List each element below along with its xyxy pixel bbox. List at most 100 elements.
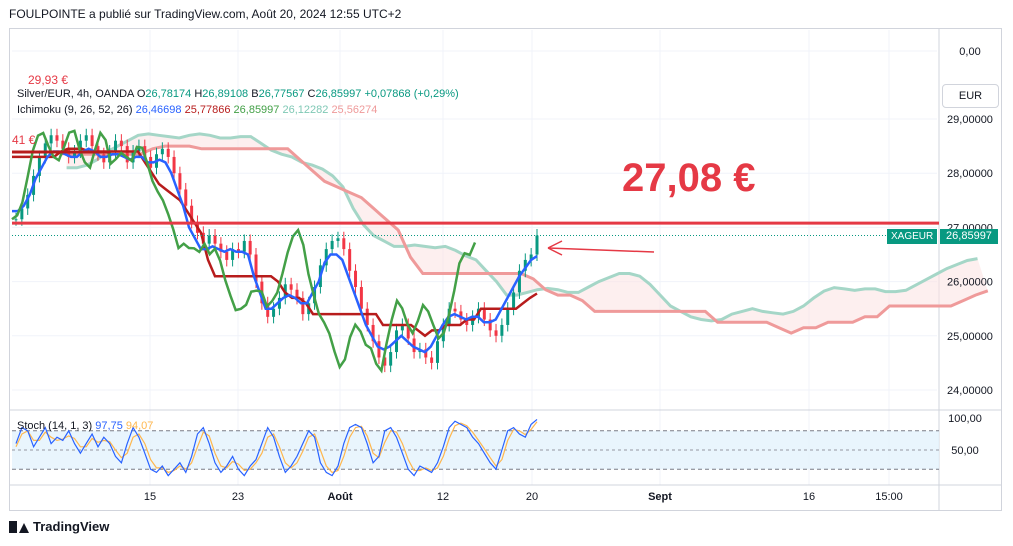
stoch-d-line [15, 421, 538, 474]
x-tick-label: 12 [437, 491, 449, 503]
candle-body [295, 289, 299, 298]
kijun-line [12, 147, 538, 338]
candle-body [529, 254, 533, 260]
legend-ichimoku-kijun: 25,77866 [184, 104, 231, 116]
candle-body [359, 287, 363, 309]
candle-body [114, 140, 118, 152]
candle-body [400, 324, 404, 331]
tradingview-logo-icon [9, 520, 29, 533]
annotations [12, 150, 939, 256]
candle-body [377, 341, 381, 358]
legend-ohlc: Silver/EUR, 4h, OANDA O26,78174 H26,8910… [17, 87, 459, 101]
candle-body [143, 146, 147, 157]
candle-body [406, 324, 410, 339]
candle-body [219, 243, 223, 252]
x-tick-label: 16 [803, 491, 815, 503]
candle-body [84, 135, 88, 141]
currency-button[interactable]: EUR [942, 84, 999, 108]
legend-stoch: Stoch (14, 1, 3) 97,75 94,07 [17, 419, 153, 433]
candle-body [465, 319, 469, 325]
x-tick-label: 23 [232, 491, 244, 503]
candle-body [354, 270, 358, 288]
candle-body [301, 297, 305, 315]
candle-body [336, 238, 340, 241]
legend-stoch-k: 97,75 [95, 420, 123, 432]
candle-body [471, 316, 475, 325]
candle-body [43, 143, 47, 157]
legend-ichimoku-span-a: 26,12282 [282, 104, 329, 116]
footer-brand: TradingView [33, 519, 110, 534]
legend-ichimoku-chikou: 26,85997 [233, 104, 280, 116]
arrow-head [547, 240, 563, 256]
legend-open-label: O [136, 88, 146, 100]
legend-ichimoku-tenkan: 26,46698 [135, 104, 182, 116]
candle-body [236, 249, 240, 252]
legend-close: 26,85997 [315, 88, 362, 100]
legend-high-label: H [194, 88, 203, 100]
chart-frame [9, 28, 1002, 511]
candle-body [90, 135, 94, 147]
candle-body [324, 249, 328, 266]
legend-low: 26,77567 [258, 88, 305, 100]
candle-body [383, 357, 387, 366]
candles-layer [14, 128, 539, 373]
candle-body [289, 284, 293, 290]
candle-body [49, 135, 53, 144]
top-red-label: 29,93 € [28, 73, 69, 87]
candle-body [248, 240, 252, 255]
candle-body [166, 148, 170, 157]
candle-body [535, 235, 539, 255]
x-tick-label: 15:00 [875, 491, 903, 503]
legend-high: 26,89108 [202, 88, 249, 100]
ticker-tag: XAGEUR [887, 229, 938, 244]
y-tick-label: 28,00000 [947, 168, 993, 180]
chikou-line [11, 129, 477, 374]
candle-body [500, 324, 504, 336]
legend-ichimoku-label: Ichimoku (9, 26, 52, 26) [17, 104, 133, 116]
legend-stoch-d: 94,07 [125, 420, 154, 432]
legend-ichimoku-span-b: 25,56274 [331, 104, 378, 116]
candle-body [459, 311, 463, 320]
candle-body [125, 146, 129, 163]
candle-body [14, 219, 18, 221]
stoch-tick-label: 50,00 [951, 445, 979, 457]
candle-body [184, 189, 188, 206]
tradingview-footer[interactable]: TradingView [9, 519, 109, 534]
legend-stoch-label: Stoch (14, 1, 3) [17, 420, 93, 432]
candle-body [494, 330, 498, 336]
candle-body [231, 249, 235, 260]
candle-body [277, 297, 281, 309]
candle-body [482, 308, 486, 320]
last-price-tag: 26,85997 [940, 229, 998, 244]
candle-body [119, 140, 123, 147]
candle-body [26, 194, 30, 209]
candle-body [272, 308, 276, 317]
legend-low-label: B [251, 88, 259, 100]
candle-body [488, 319, 492, 331]
stoch-tick-label: 100,00 [948, 413, 982, 425]
span-b-line [66, 144, 989, 335]
x-tick-label: Sept [648, 491, 672, 503]
candle-body [412, 338, 416, 353]
candle-body [61, 140, 65, 149]
publish-header: FOULPOINTE a publié sur TradingView.com,… [9, 7, 402, 21]
candle-body [517, 270, 521, 293]
candle-body [225, 251, 229, 260]
candle-body [178, 173, 182, 190]
y-tick-label: 26,00000 [947, 277, 993, 289]
arrow-shaft [547, 247, 655, 253]
y-tick-label: 0,00 [959, 46, 980, 58]
candle-body [435, 341, 439, 363]
candle-body [160, 148, 164, 155]
candle-body [523, 259, 527, 271]
candle-body [430, 357, 434, 363]
candle-body [512, 292, 516, 309]
candle-body [242, 240, 246, 252]
candle-body [78, 140, 82, 152]
annotation-price: 27,08 € [622, 156, 756, 200]
y-tick-label: 25,00000 [947, 331, 993, 343]
candle-body [190, 205, 194, 222]
candle-body [254, 254, 258, 282]
candle-body [213, 235, 217, 244]
